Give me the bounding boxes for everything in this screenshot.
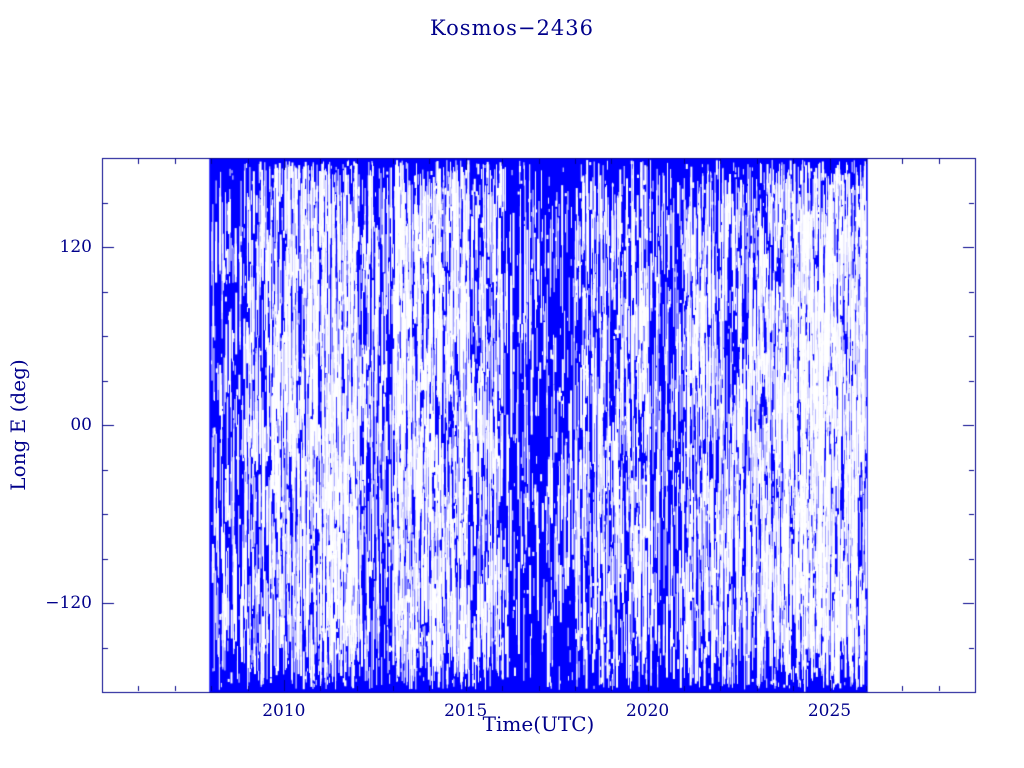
x-tick-label: 2025: [807, 701, 852, 721]
y-tick-label: 120: [59, 237, 92, 257]
y-tick-label: 00: [70, 415, 92, 435]
x-axis-label: Time(UTC): [482, 712, 595, 736]
x-tick-label: 2015: [444, 701, 488, 721]
x-tick-label: 2010: [262, 701, 306, 721]
chart-title: Kosmos−2436: [430, 16, 594, 40]
y-tick-label: −120: [45, 593, 92, 613]
x-tick-label: 2020: [625, 701, 670, 721]
